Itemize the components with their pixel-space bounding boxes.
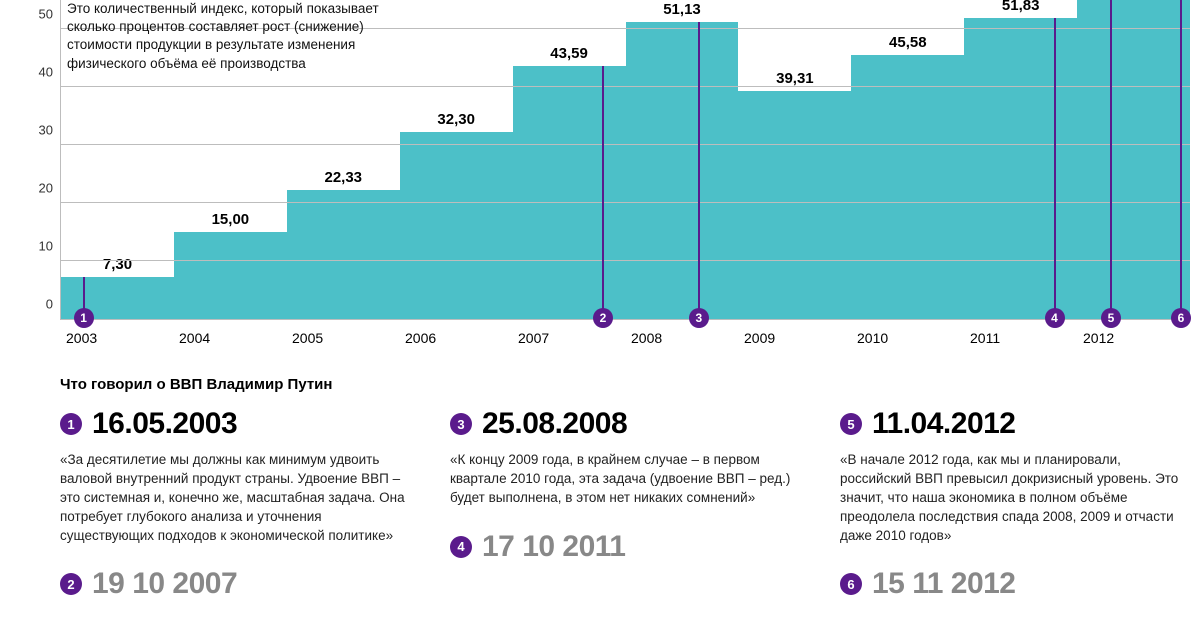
timeline-marker-stem — [1110, 0, 1112, 319]
quote-column-3: 5 11.04.2012 «В начале 2012 года, как мы… — [840, 407, 1190, 611]
bar-fill — [513, 66, 626, 319]
gridline — [61, 86, 1190, 87]
quote-body: «В начале 2012 года, как мы и планировал… — [840, 451, 1190, 545]
chart: Это количественный индекс, который показ… — [60, 0, 1190, 350]
quote-marker-icon: 4 — [450, 536, 472, 558]
bar-fill — [1077, 0, 1190, 319]
bar-value-label: 51,83 — [1002, 0, 1040, 14]
quote-body: «За десятилетие мы должны как минимум уд… — [60, 451, 410, 545]
quote-marker-icon: 2 — [60, 573, 82, 595]
y-tick-label: 20 — [39, 181, 61, 196]
timeline-marker-stem — [1054, 18, 1056, 319]
bar-fill — [174, 232, 287, 319]
x-tick-label: 2012 — [1077, 320, 1190, 350]
quote-marker-icon: 3 — [450, 413, 472, 435]
x-tick-label: 2008 — [625, 320, 738, 350]
bar-column: 45,58 — [851, 0, 964, 319]
quote-date: 17 10 2011 — [482, 530, 626, 564]
y-tick-label: 50 — [39, 7, 61, 22]
quote-head: 6 15 11 2012 — [840, 567, 1190, 601]
quote-body: «К концу 2009 года, в крайнем случае – в… — [450, 451, 800, 508]
quote-head: 4 17 10 2011 — [450, 530, 800, 564]
bar-value-label: 45,58 — [889, 34, 927, 51]
bar-fill — [626, 22, 739, 319]
y-tick-label: 10 — [39, 239, 61, 254]
gridline — [61, 260, 1190, 261]
bar-value-label: 32,30 — [437, 111, 475, 128]
bar-value-label: 15,00 — [212, 211, 250, 228]
bar-column: 51,13 — [626, 0, 739, 319]
quote-date: 16.05.2003 — [92, 407, 237, 441]
timeline-marker-stem — [698, 22, 700, 319]
quote-marker-icon: 1 — [60, 413, 82, 435]
y-tick-label: 0 — [46, 297, 61, 312]
bar-value-label: 22,33 — [324, 169, 362, 186]
quotes-grid: 1 16.05.2003 «За десятилетие мы должны к… — [60, 407, 1200, 611]
chart-note: Это количественный индекс, который показ… — [67, 0, 422, 73]
quote-date: 19 10 2007 — [92, 567, 237, 601]
x-tick-label: 2007 — [512, 320, 625, 350]
quotes-section-title: Что говорил о ВВП Владимир Путин — [60, 376, 1200, 393]
bar-fill — [738, 91, 851, 319]
bar-fill — [287, 190, 400, 320]
quote-column-2: 3 25.08.2008 «К концу 2009 года, в крайн… — [450, 407, 800, 611]
bar-fill — [851, 55, 964, 319]
bar-column — [1077, 0, 1190, 319]
x-tick-label: 2010 — [851, 320, 964, 350]
y-tick-label: 40 — [39, 65, 61, 80]
quote-column-1: 1 16.05.2003 «За десятилетие мы должны к… — [60, 407, 410, 611]
quote-date: 25.08.2008 — [482, 407, 627, 441]
quote-date: 15 11 2012 — [872, 567, 1016, 601]
quote-head: 1 16.05.2003 — [60, 407, 410, 441]
x-tick-label: 2003 — [60, 320, 173, 350]
x-tick-label: 2006 — [399, 320, 512, 350]
plot-area: Это количественный индекс, который показ… — [60, 0, 1190, 320]
x-tick-label: 2009 — [738, 320, 851, 350]
x-tick-label: 2011 — [964, 320, 1077, 350]
bar-column: 51,83 — [964, 0, 1077, 319]
x-tick-label: 2005 — [286, 320, 399, 350]
quote-date: 11.04.2012 — [872, 407, 1016, 441]
y-tick-label: 30 — [39, 123, 61, 138]
bar-fill — [964, 18, 1077, 319]
quote-marker-icon: 5 — [840, 413, 862, 435]
x-axis-labels: 2003200420052006200720082009201020112012 — [60, 320, 1190, 350]
bar-value-label: 7,30 — [103, 256, 132, 273]
gridline — [61, 202, 1190, 203]
timeline-marker-stem — [602, 66, 604, 319]
bar-column: 43,59 — [513, 0, 626, 319]
quote-marker-icon: 6 — [840, 573, 862, 595]
bar-fill — [400, 132, 513, 319]
bar-value-label: 51,13 — [663, 1, 701, 18]
bar-value-label: 43,59 — [550, 45, 588, 62]
x-tick-label: 2004 — [173, 320, 286, 350]
timeline-marker-stem — [1180, 0, 1182, 319]
quote-head: 5 11.04.2012 — [840, 407, 1190, 441]
gridline — [61, 144, 1190, 145]
bar-value-label: 39,31 — [776, 70, 814, 87]
quote-head: 2 19 10 2007 — [60, 567, 410, 601]
quote-head: 3 25.08.2008 — [450, 407, 800, 441]
bar-column: 39,31 — [738, 0, 851, 319]
